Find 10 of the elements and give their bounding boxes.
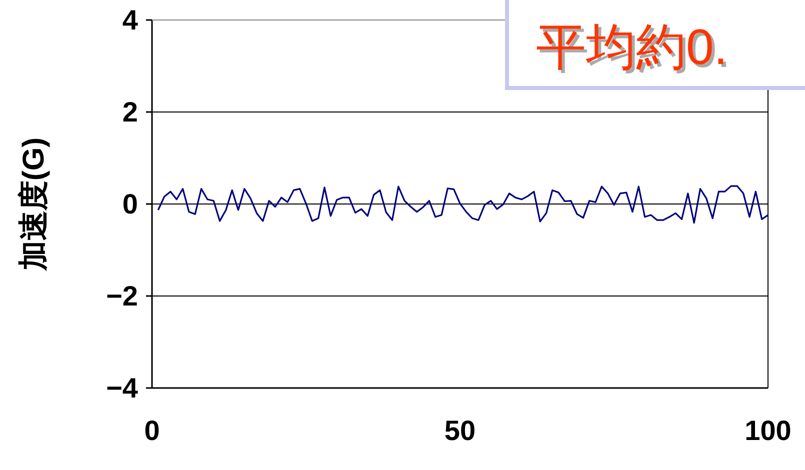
y-tick-label: −2 <box>106 280 138 312</box>
x-tick-label: 50 <box>444 415 476 446</box>
x-tick-label: 0 <box>144 415 160 446</box>
annotation: 平均約0. <box>539 22 731 78</box>
y-tick-label: −4 <box>106 372 138 404</box>
y-axis-title: 加速度(G) <box>16 137 50 272</box>
y-tick-label: 4 <box>122 4 138 36</box>
y-tick-label: 2 <box>122 96 138 128</box>
y-tick-label: 0 <box>122 188 138 220</box>
x-tick-label: 100 <box>744 415 792 446</box>
